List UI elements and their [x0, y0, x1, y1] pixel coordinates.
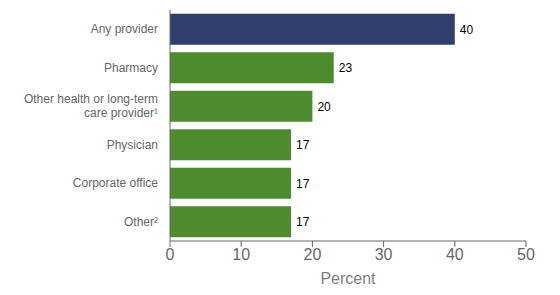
svg-text:23: 23 — [339, 61, 353, 75]
svg-text:20: 20 — [304, 246, 322, 263]
svg-text:Any provider: Any provider — [91, 22, 158, 36]
svg-text:Percent: Percent — [320, 270, 376, 287]
svg-text:Pharmacy: Pharmacy — [104, 61, 158, 75]
svg-text:40: 40 — [446, 246, 464, 263]
svg-text:Other²: Other² — [124, 215, 158, 229]
svg-text:Corporate office: Corporate office — [73, 176, 158, 190]
svg-text:10: 10 — [232, 246, 250, 263]
svg-text:Other health or long-termcare: Other health or long-termcare provider¹ — [24, 92, 158, 120]
svg-text:17: 17 — [296, 138, 310, 152]
svg-text:17: 17 — [296, 177, 310, 191]
svg-text:20: 20 — [317, 100, 331, 114]
svg-text:40: 40 — [460, 23, 474, 37]
svg-text:50: 50 — [517, 246, 535, 263]
svg-text:0: 0 — [166, 246, 175, 263]
svg-text:30: 30 — [375, 246, 393, 263]
svg-text:Physician: Physician — [107, 138, 158, 152]
svg-text:17: 17 — [296, 215, 310, 229]
